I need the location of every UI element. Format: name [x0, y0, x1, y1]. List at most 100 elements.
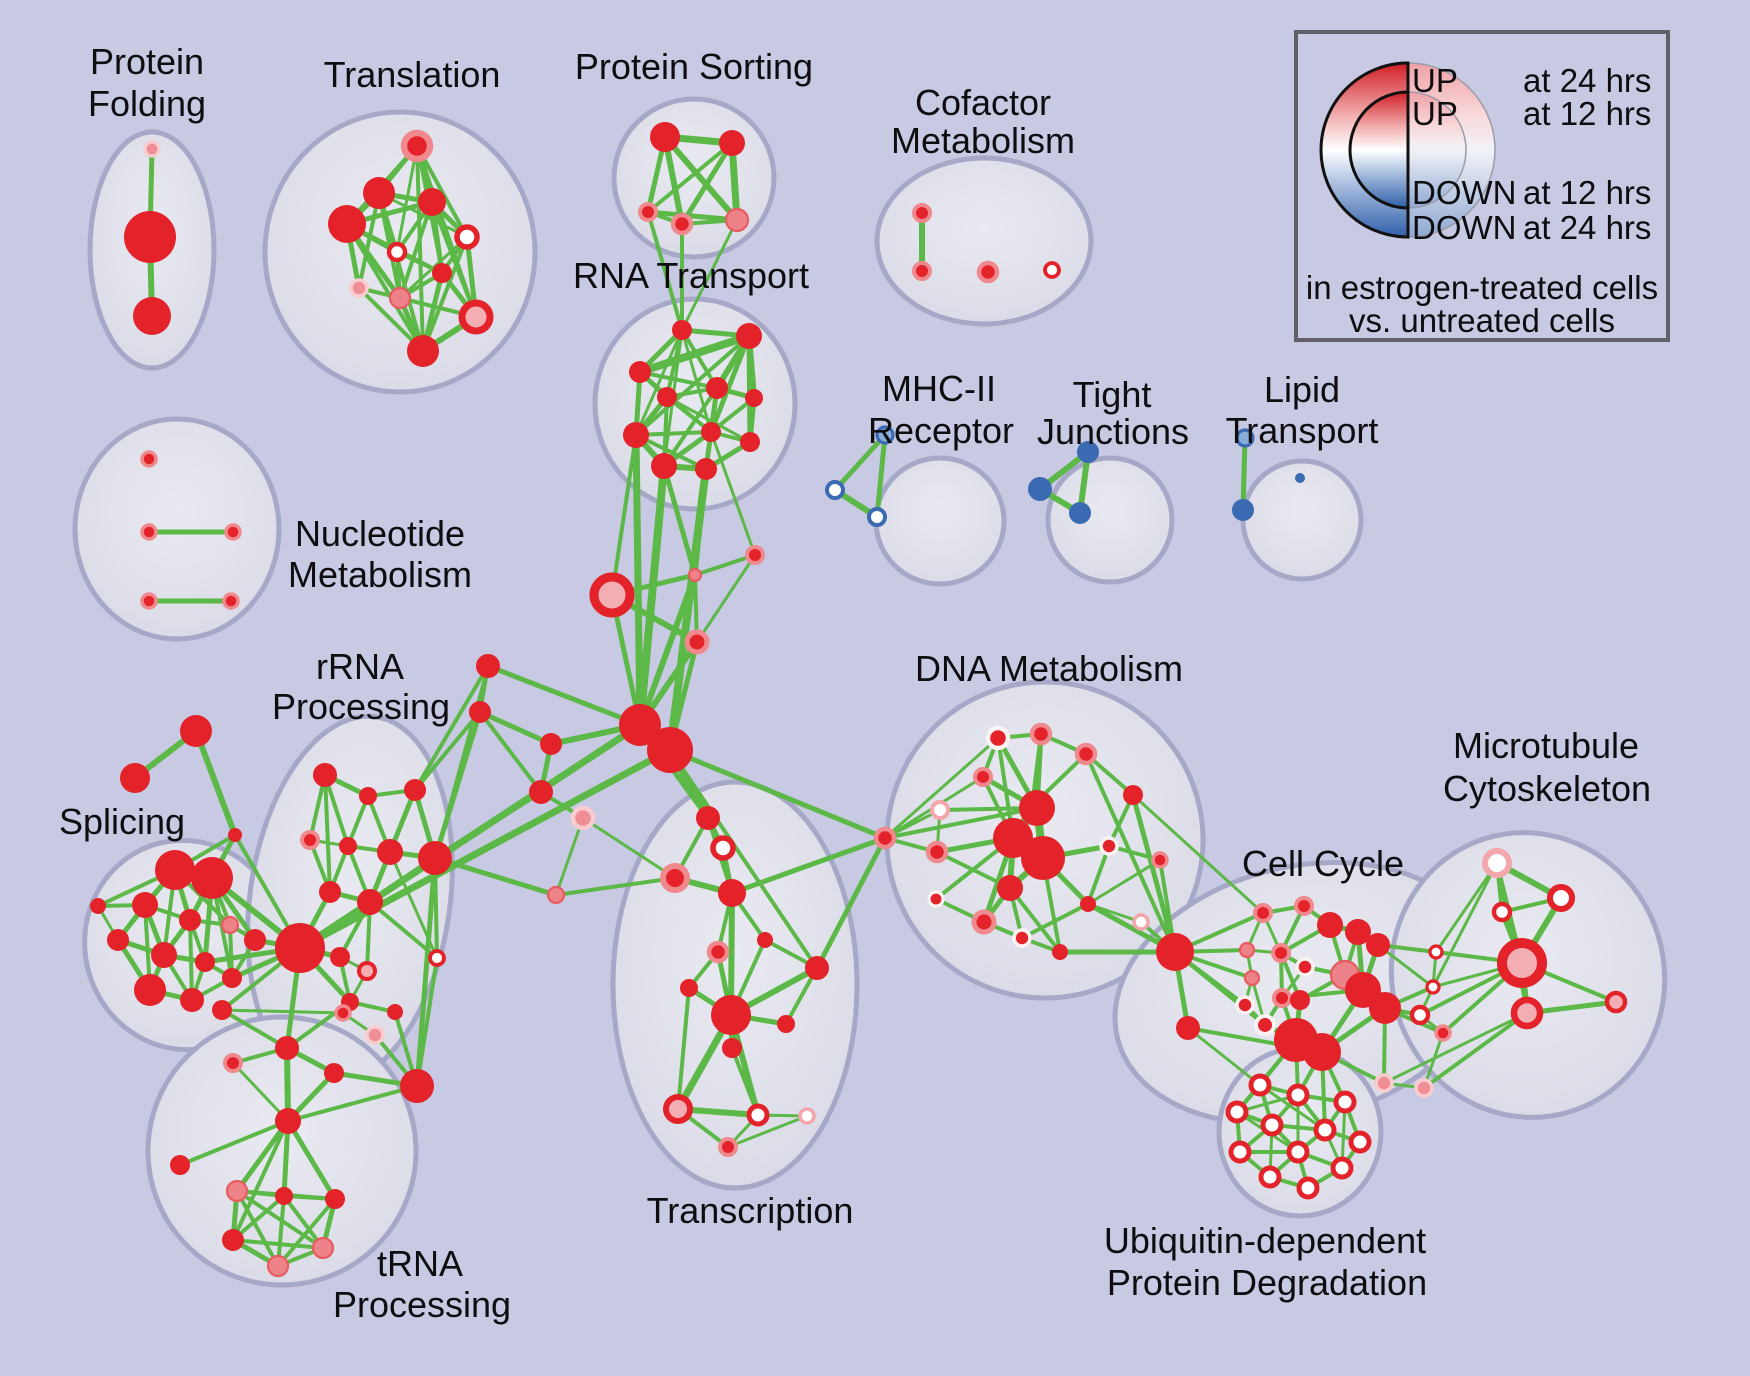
- network-edge: [235, 1189, 280, 1268]
- network-edge: [413, 664, 490, 792]
- cluster-ellipse: [1045, 455, 1175, 585]
- cluster-label: Transport: [1226, 410, 1379, 451]
- network-edge: [679, 140, 735, 227]
- network-node: [195, 952, 215, 972]
- network-node: [736, 323, 762, 349]
- cluster-ellipses: [72, 96, 1668, 1288]
- network-node: [570, 805, 596, 831]
- cluster-label: Cofactor: [915, 82, 1051, 123]
- network-edge: [421, 235, 469, 353]
- network-node: [663, 1094, 693, 1124]
- network-edge: [345, 222, 425, 353]
- network-node: [1272, 988, 1292, 1008]
- network-edge: [1086, 844, 1111, 906]
- cluster-ellipse: [611, 96, 777, 260]
- network-node: [140, 592, 158, 610]
- network-node: [993, 818, 1033, 858]
- legend-gradient-circle-inner-left: [1348, 90, 1410, 210]
- network-node: [1253, 1013, 1277, 1037]
- legend-time-label: at 24 hrs: [1523, 62, 1651, 99]
- network-node: [638, 202, 658, 222]
- cluster-label: DNA Metabolism: [915, 648, 1183, 689]
- network-node: [1428, 944, 1444, 960]
- network-edge: [634, 328, 684, 437]
- network-edge: [709, 430, 757, 557]
- network-node: [619, 704, 661, 746]
- network-node: [711, 995, 751, 1035]
- cluster-label: Protein Degradation: [1107, 1262, 1427, 1303]
- network-node: [325, 1189, 345, 1209]
- network-edge: [680, 328, 719, 390]
- network-node: [1176, 1016, 1200, 1040]
- network-edge: [377, 191, 425, 353]
- legend-gradient-circle-inner-right: [1407, 91, 1467, 209]
- network-node: [706, 940, 730, 964]
- network-edge: [231, 1194, 286, 1242]
- network-node: [1012, 928, 1032, 948]
- network-node: [132, 892, 158, 918]
- network-edge: [1008, 886, 1062, 954]
- network-edge: [276, 1194, 286, 1268]
- network-node: [1043, 261, 1061, 279]
- network-edge: [728, 890, 735, 1018]
- network-node: [1258, 1165, 1282, 1189]
- network-edge: [415, 144, 469, 239]
- network-edge: [477, 709, 554, 747]
- network-node: [1074, 742, 1098, 766]
- cluster-label: rRNA: [316, 646, 404, 687]
- cluster-label: Ubiquitin-dependent: [1104, 1220, 1426, 1261]
- cluster-label: Splicing: [59, 801, 185, 842]
- network-edge: [1431, 861, 1499, 989]
- network-node: [867, 507, 887, 527]
- network-node: [1151, 851, 1169, 869]
- network-node: [1232, 499, 1254, 521]
- network-node: [589, 572, 635, 618]
- network-node: [1369, 992, 1401, 1024]
- network-node: [1028, 477, 1052, 501]
- network-node: [1330, 1156, 1354, 1180]
- network-edge: [610, 433, 638, 597]
- network-edge: [638, 370, 719, 390]
- network-edge: [676, 986, 691, 1111]
- network-node: [349, 278, 369, 298]
- network-node: [1248, 1073, 1272, 1097]
- cluster-label: Cytoskeleton: [1443, 768, 1651, 809]
- network-node: [428, 949, 446, 967]
- network-edge: [692, 466, 709, 578]
- legend-time-label: at 12 hrs: [1523, 174, 1651, 211]
- network-edge: [178, 1119, 290, 1167]
- network-node: [418, 188, 446, 216]
- network-node: [407, 335, 439, 367]
- network-node: [1077, 441, 1099, 463]
- network-nodes: [90, 122, 1628, 1278]
- network-node: [386, 241, 408, 263]
- network-node: [985, 725, 1011, 751]
- network-edge: [478, 710, 543, 794]
- network-node: [710, 835, 736, 861]
- network-node: [684, 629, 710, 655]
- network-edge: [415, 956, 439, 1088]
- network-node: [1021, 836, 1065, 880]
- network-node: [179, 909, 201, 931]
- network-edge: [637, 572, 698, 728]
- network-edge: [661, 463, 698, 578]
- network-node: [469, 701, 491, 723]
- network-edge: [432, 855, 559, 898]
- cluster-label: Metabolism: [288, 554, 472, 595]
- network-node: [324, 1063, 344, 1083]
- network-node: [311, 1236, 335, 1260]
- network-edge: [729, 835, 888, 896]
- network-edge: [231, 1061, 290, 1123]
- network-node: [191, 857, 233, 899]
- network-edge: [357, 191, 381, 290]
- network-edge: [693, 553, 757, 577]
- network-node: [222, 1229, 244, 1251]
- cluster-label: Junctions: [1037, 411, 1189, 452]
- network-edge: [645, 209, 740, 223]
- network-node: [1099, 836, 1119, 856]
- network-node: [134, 974, 166, 1006]
- network-node: [745, 389, 763, 407]
- legend-time-label: at 12 hrs: [1523, 95, 1651, 132]
- network-edge: [668, 748, 819, 970]
